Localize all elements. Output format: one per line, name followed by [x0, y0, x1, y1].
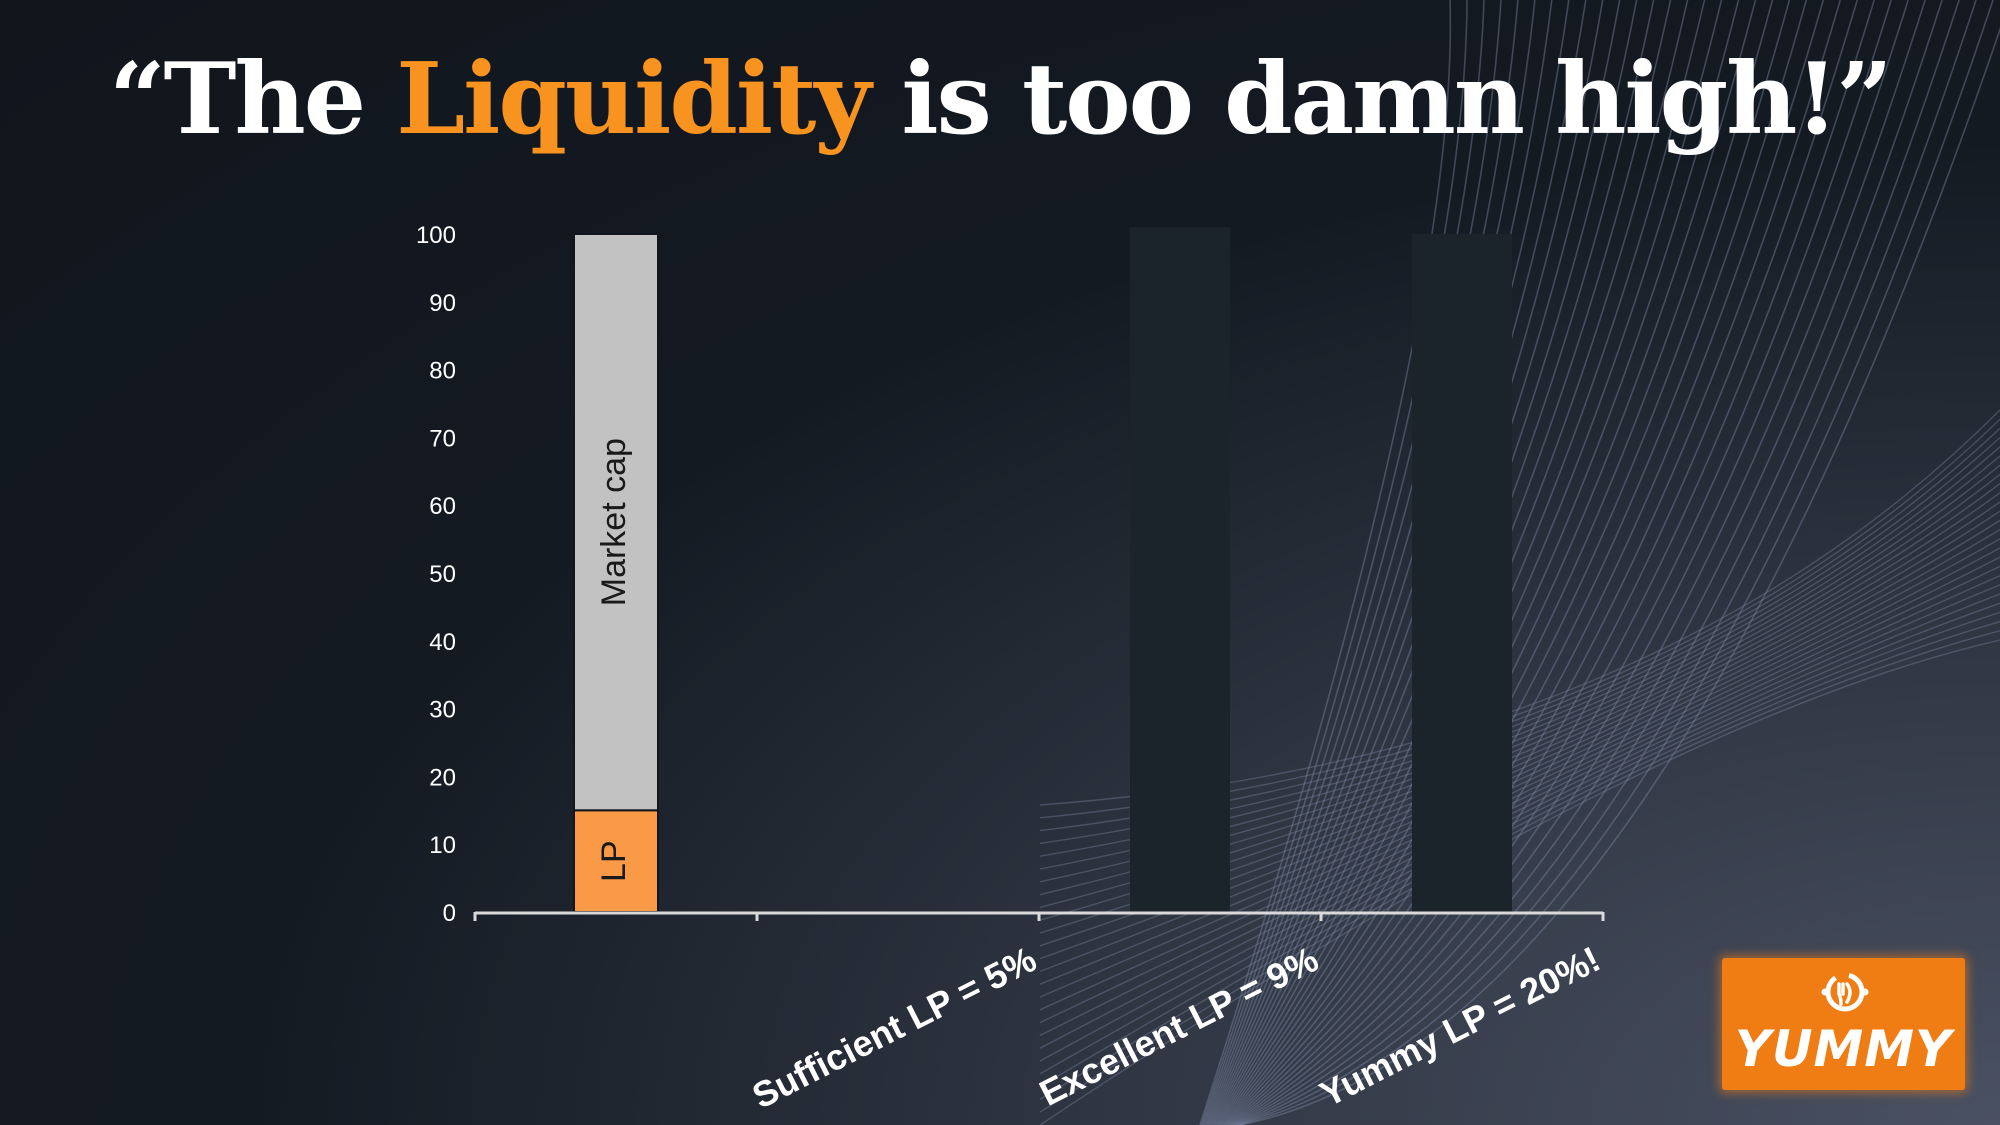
slide-title: “The Liquidity is too damn high!” [0, 40, 2000, 160]
ghost-bar [1412, 234, 1512, 912]
background-line [1236, 0, 1960, 1125]
background-line [1039, 630, 2000, 1113]
y-tick-label: 0 [443, 900, 456, 927]
ghost-bars [1130, 227, 1512, 913]
y-tick-label: 80 [429, 358, 456, 385]
background-line [1233, 0, 1926, 1125]
background-line [1039, 620, 2000, 1100]
bar-segment-market-cap [573, 233, 659, 812]
ghost-bar [1130, 227, 1230, 913]
background-line [1226, 0, 1825, 1125]
background-line [1221, 0, 1757, 1125]
x-axis-labels: Sufficient LP = 5%Excellent LP = 9%Yummy… [746, 938, 1607, 1116]
stacked-bars: LP Market cap [573, 233, 659, 913]
background-line [1238, 0, 1994, 1125]
y-tick-label: 20 [429, 764, 456, 791]
background-line [1200, 0, 1468, 1125]
logo-text: YUMMY [1734, 1020, 1953, 1078]
y-tick-label: 50 [429, 561, 456, 588]
background-line [1039, 639, 2000, 1125]
bar-segment-label: LP [595, 840, 633, 882]
background-line [1232, 0, 1909, 1125]
y-tick-label: 90 [429, 290, 456, 317]
background-line [1039, 593, 2000, 1062]
background-line [1231, 0, 1892, 1125]
background-line [1199, 0, 1452, 1125]
background-line [1223, 0, 1791, 1125]
title-highlight: Liquidity [396, 42, 871, 157]
background-line [1201, 0, 1485, 1125]
y-tick-label: 100 [416, 222, 456, 249]
background-line [1039, 584, 2000, 1049]
background-line [1039, 611, 2000, 1088]
background-line [1039, 547, 2000, 998]
background-line [1219, 0, 1740, 1125]
background-line [1039, 565, 2000, 1024]
background-line [1039, 556, 2000, 1011]
bar-segment-label: Market cap [595, 438, 633, 606]
background-line [1239, 26, 2000, 1125]
x-category-label: Sufficient LP = 5% [746, 938, 1043, 1116]
title-suffix: is too damn high!” [869, 42, 1892, 157]
x-axis [473, 911, 1605, 921]
y-tick-label: 30 [429, 697, 456, 724]
background-line [1222, 0, 1774, 1125]
background-line [1228, 0, 1859, 1125]
y-axis: 0 10 20 30 40 50 60 70 80 90 100 [416, 222, 456, 927]
background-line [1039, 574, 2000, 1037]
background-line [1039, 602, 2000, 1075]
yummy-logo-icon [1821, 972, 1869, 1012]
background-line [1237, 0, 1977, 1125]
yummy-logo: YUMMY [1722, 958, 1965, 1090]
background-line [1234, 0, 1943, 1125]
title-prefix: “The [109, 42, 397, 157]
bar-segment-lp [573, 809, 659, 913]
y-tick-label: 70 [429, 425, 456, 452]
y-tick-label: 10 [429, 832, 456, 859]
x-category-label: Yummy LP = 20%! [1313, 938, 1606, 1115]
background-line [1224, 0, 1808, 1125]
background-line [1227, 0, 1842, 1125]
x-category-label: Excellent LP = 9% [1033, 938, 1325, 1114]
y-tick-label: 60 [429, 493, 456, 520]
background-line [1229, 0, 1876, 1125]
background-line [1218, 0, 1723, 1125]
y-tick-label: 40 [429, 629, 456, 656]
